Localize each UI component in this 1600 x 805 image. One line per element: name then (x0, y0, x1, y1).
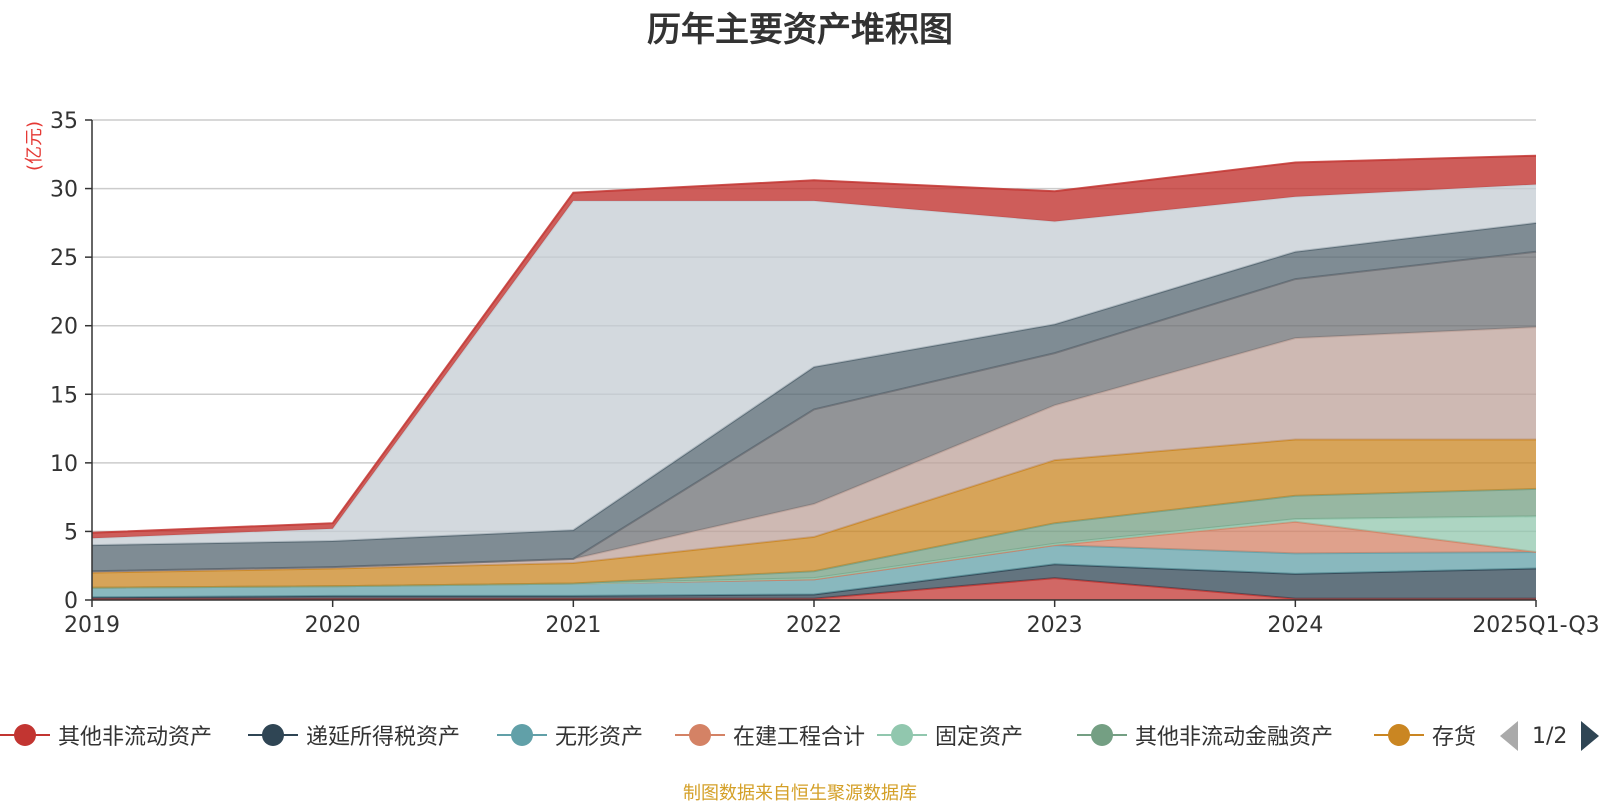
area-series-11 (92, 184, 1536, 546)
x-tick-label: 2025Q1-Q3 (1472, 613, 1599, 638)
x-tick-label: 2021 (545, 613, 601, 638)
legend-label: 其他非流动资产 (58, 725, 213, 750)
area-series-2 (92, 564, 1536, 599)
legend-marker-icon (1077, 717, 1127, 753)
source-note: 制图数据来自恒生聚源数据库 (683, 783, 917, 804)
legend-item[interactable]: 递延所得税资产 (248, 717, 460, 753)
y-tick-label: 15 (50, 383, 78, 408)
y-tick-label: 10 (50, 452, 78, 477)
legend-item[interactable]: 在建工程合计 (675, 717, 865, 753)
x-tick-label: 2019 (64, 613, 120, 638)
legend-label: 固定资产 (935, 725, 1024, 750)
chart-title: 历年主要资产堆积图 (647, 10, 953, 50)
legend-prev-page-icon[interactable] (1500, 721, 1518, 751)
legend-marker-icon (675, 717, 725, 753)
legend-item[interactable]: 固定资产 (877, 717, 1023, 753)
legend: 其他非流动资产 递延所得税资产 无形资产 在建工程合计 固定资产 其他非流动金融资产 存货 (0, 717, 1600, 753)
legend-label: 无形资产 (555, 725, 644, 750)
series-line-12 (91, 154, 1537, 534)
area-series (91, 154, 1537, 600)
area-series-8 (92, 327, 1536, 573)
legend-item[interactable]: 无形资产 (497, 717, 643, 753)
legend-marker-icon (248, 717, 298, 753)
area-series-7 (92, 439, 1536, 588)
area-series-4 (92, 521, 1536, 588)
legend-label: 在建工程合计 (733, 725, 866, 750)
legend-label: 递延所得税资产 (306, 725, 461, 750)
legend-page-indicator: 1/2 (1532, 723, 1568, 749)
legend-item[interactable]: 其他非流动资产 (0, 717, 212, 753)
legend-item[interactable]: 存货 (1374, 717, 1476, 753)
x-tick-label: 2020 (305, 613, 361, 638)
legend-label: 存货 (1432, 725, 1477, 750)
legend-label: 其他非流动金融资产 (1135, 725, 1334, 750)
y-tick-label: 30 (50, 178, 78, 203)
legend-marker-icon (1374, 717, 1424, 753)
legend-marker-icon (497, 717, 547, 753)
legend-pager: 1/2 (1500, 719, 1600, 753)
legend-next-page-icon[interactable] (1581, 721, 1600, 751)
area-series-5 (92, 516, 1536, 588)
legend-marker-icon (0, 717, 50, 753)
x-tick-label: 2022 (786, 613, 842, 638)
legend-item[interactable]: 其他非流动金融资产 (1077, 717, 1333, 753)
area-series-9 (92, 251, 1536, 572)
y-tick-label: 20 (50, 315, 78, 340)
area-series-10 (92, 222, 1536, 572)
y-tick-label: 0 (64, 589, 78, 614)
y-tick-label: 5 (64, 520, 78, 545)
axes: 0 5 10 15 20 25 30 35 2019 2020 2021 2022 2023 2024 20… (50, 109, 1600, 638)
legend-marker-icon (877, 717, 927, 753)
y-tick-label: 35 (50, 109, 78, 134)
x-tick-label: 2024 (1267, 613, 1323, 638)
y-tick-label: 25 (50, 246, 78, 271)
area-series-3 (92, 545, 1536, 598)
x-tick-label: 2023 (1027, 613, 1083, 638)
area-series-6 (92, 488, 1536, 588)
area-series-1 (92, 578, 1536, 600)
